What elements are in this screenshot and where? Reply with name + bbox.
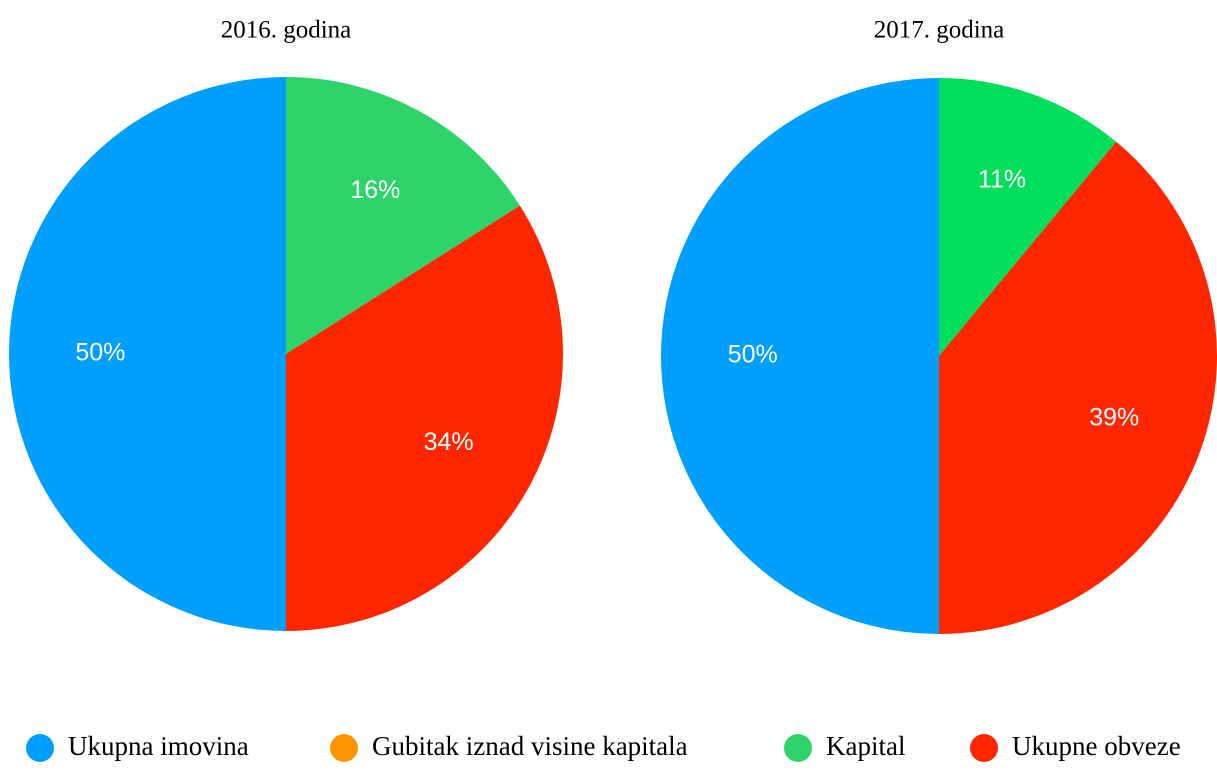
pie-slice [9,77,286,631]
pie-slice [286,205,564,631]
pie-slice [286,77,520,354]
legend-label: Gubitak iznad visine kapitala [372,731,688,761]
slice-label: 34% [424,428,474,456]
pie-slice [661,78,939,634]
legend-label: Ukupna imovina [68,731,249,761]
legend-label: Kapital [826,731,905,761]
pie-slice [939,141,1217,634]
slice-label: 11% [978,165,1026,193]
pie-slice [939,78,1117,356]
legend-swatch [26,734,54,762]
slice-label: 50% [75,339,125,367]
legend-swatch [970,734,998,762]
slice-label: 50% [728,341,778,369]
chart-title: 2017. godina [874,17,1005,44]
slice-label: 39% [1089,404,1139,432]
legend-label: Ukupne obveze [1012,731,1181,761]
legend-swatch [330,734,358,762]
chart-title: 2016. godina [221,17,352,44]
legend-swatch [784,734,812,762]
slice-label: 16% [350,176,400,204]
